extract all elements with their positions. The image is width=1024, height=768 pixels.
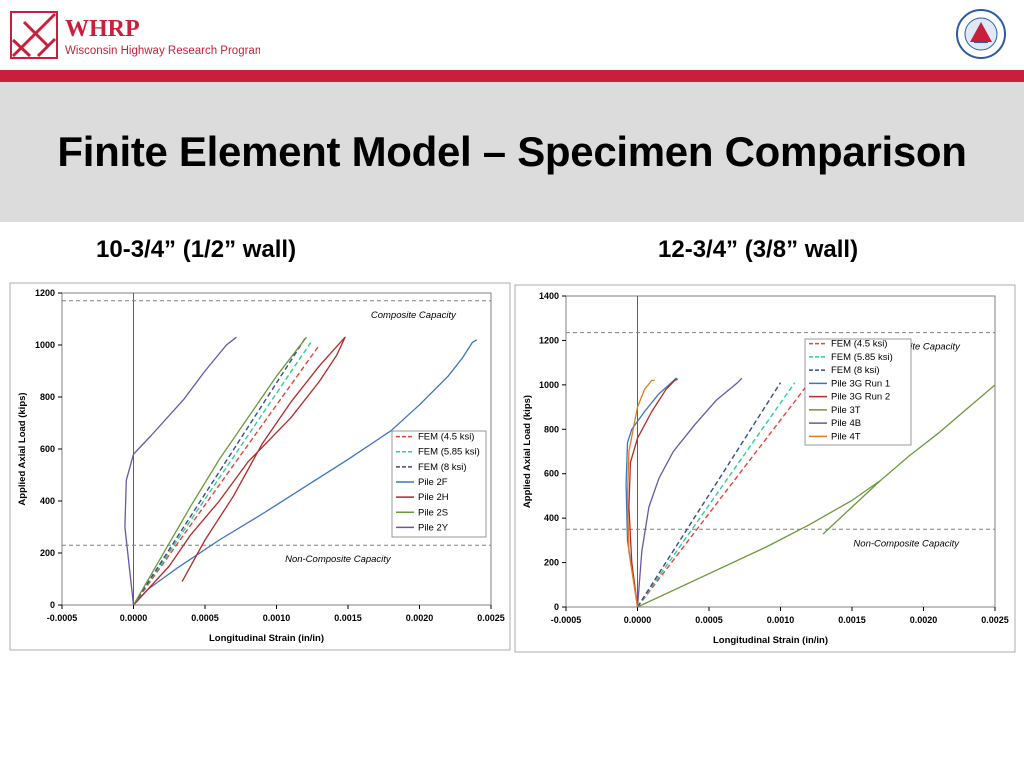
y-axis-label: Applied Axial Load (kips) — [522, 395, 533, 508]
legend-label: FEM (4.5 ksi) — [418, 432, 474, 443]
series-line — [636, 382, 782, 608]
chart-left-subtitle: 10-3/4” (1/2” wall) — [96, 236, 297, 263]
logo-title: WHRP — [65, 16, 140, 42]
chart-right-subtitle: 12-3/4” (3/8” wall) — [658, 236, 859, 263]
x-tick-label: 0.0000 — [624, 615, 652, 625]
logo-subtitle: Wisconsin Highway Research Program — [65, 45, 260, 57]
series-line — [124, 336, 237, 606]
y-tick-label: 1200 — [35, 288, 55, 298]
legend-box — [391, 430, 487, 538]
y-tick-label: 1200 — [539, 335, 559, 345]
series-line — [133, 339, 478, 606]
legend-label: Pile 2H — [418, 492, 449, 503]
x-tick-label: 0.0010 — [263, 613, 291, 623]
legend-label: Pile 3T — [831, 405, 861, 416]
series-line — [132, 344, 320, 606]
chart-1: -0.0005 0.0000 0.0005 0.0010 0.0015 0.0020 0.0… — [9, 282, 511, 651]
title-band — [0, 82, 1024, 222]
legend-label: Pile 3G Run 1 — [831, 378, 890, 389]
series-line — [132, 342, 312, 606]
y-tick-label: 600 — [544, 469, 559, 479]
series-line — [133, 336, 346, 606]
y-tick-label: 800 — [40, 392, 55, 402]
series-line — [636, 377, 743, 608]
chart-2: -0.0005 0.0000 0.0005 0.0010 0.0015 0.0020 0.0… — [514, 284, 1016, 653]
legend-label: FEM (8 ksi) — [418, 462, 467, 473]
header-bar: WHRP Wisconsin Highway Research Program — [0, 0, 1024, 70]
legend-label: Pile 3G Run 2 — [831, 392, 890, 403]
series-line — [636, 382, 796, 608]
reference-line-label: Non-Composite Capacity — [285, 554, 392, 565]
y-tick-label: 1400 — [539, 291, 559, 301]
series-line — [132, 336, 308, 606]
legend-label: FEM (5.85 ksi) — [831, 352, 893, 363]
legend-label: Pile 4B — [831, 418, 861, 429]
x-tick-label: 0.0015 — [334, 613, 362, 623]
series-line — [628, 378, 678, 608]
x-tick-label: 0.0005 — [191, 613, 219, 623]
x-tick-label: 0.0020 — [406, 613, 434, 623]
whrp-logo: WHRP Wisconsin Highway Research Program — [10, 11, 260, 59]
x-axis-label: Longitudinal Strain (in/in) — [713, 635, 828, 646]
y-tick-label: 800 — [544, 424, 559, 434]
slide-title: Finite Element Model – Specimen Comparis… — [57, 128, 967, 175]
x-tick-label: 0.0020 — [910, 615, 938, 625]
wisconsin-dot-seal-icon — [956, 9, 1006, 59]
y-axis-label: Applied Axial Load (kips) — [17, 392, 28, 505]
legend-label: FEM (8 ksi) — [831, 365, 880, 376]
y-tick-label: 1000 — [539, 380, 559, 390]
y-tick-label: 400 — [40, 496, 55, 506]
y-tick-label: 400 — [544, 513, 559, 523]
x-tick-label: 0.0015 — [838, 615, 866, 625]
legend-label: Pile 4T — [831, 431, 861, 442]
legend-label: Pile 2Y — [418, 522, 449, 533]
series-line — [636, 382, 810, 608]
y-tick-label: 200 — [544, 558, 559, 568]
x-tick-label: 0.0010 — [767, 615, 795, 625]
whrp-logo-icon — [10, 11, 58, 59]
legend-label: Pile 2S — [418, 507, 448, 518]
y-tick-label: 0 — [50, 600, 55, 610]
x-tick-label: 0.0005 — [695, 615, 723, 625]
reference-line-label: Composite Capacity — [875, 342, 961, 353]
series-line — [626, 379, 655, 608]
legend-label: Pile 2F — [418, 477, 448, 488]
y-tick-label: 1000 — [35, 340, 55, 350]
x-tick-label: 0.0025 — [981, 615, 1009, 625]
y-tick-label: 200 — [40, 548, 55, 558]
series-line — [637, 384, 996, 608]
legend-label: FEM (5.85 ksi) — [418, 447, 480, 458]
reference-line-label: Composite Capacity — [371, 310, 457, 321]
series-line — [132, 338, 306, 606]
series-line — [625, 377, 678, 608]
accent-bar — [0, 70, 1024, 82]
x-tick-label: -0.0005 — [551, 615, 582, 625]
reference-line-label: Non-Composite Capacity — [853, 538, 960, 549]
x-axis-label: Longitudinal Strain (in/in) — [209, 633, 324, 644]
x-tick-label: 0.0000 — [120, 613, 148, 623]
legend-label: FEM (4.5 ksi) — [831, 339, 887, 350]
x-tick-label: -0.0005 — [47, 613, 78, 623]
x-tick-label: 0.0025 — [477, 613, 505, 623]
y-tick-label: 600 — [40, 444, 55, 454]
y-tick-label: 0 — [554, 602, 559, 612]
